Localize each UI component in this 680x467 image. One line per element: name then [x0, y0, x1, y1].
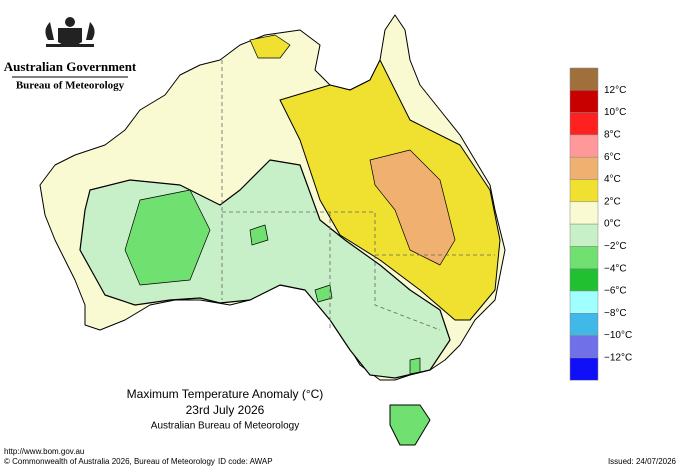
anomaly-cold-small: [249, 224, 421, 375]
legend-band: [569, 90, 599, 113]
map-source: Australian Bureau of Meteorology: [151, 421, 299, 432]
legend-band: [569, 134, 599, 158]
legend-band: [569, 246, 599, 269]
legend-label: −8°C: [604, 308, 627, 319]
map-date: 23rd July 2026: [186, 403, 265, 417]
legend-band: [569, 313, 599, 336]
legend-label: −2°C: [604, 241, 627, 252]
org-name: Australian Government: [4, 59, 137, 74]
legend-label: 10°C: [604, 107, 626, 118]
footer-id-code: ID code: AWAP: [218, 457, 273, 466]
legend-band: [569, 201, 599, 225]
legend-band: [569, 223, 599, 247]
legend-label: −4°C: [604, 263, 627, 274]
legend-band: [569, 268, 599, 292]
map: [39, 14, 506, 446]
legend-label: 6°C: [604, 152, 621, 163]
legend-label: 4°C: [604, 174, 621, 185]
crest: [45, 17, 95, 47]
legend-label: 0°C: [604, 219, 621, 230]
footer-url: http://www.bom.gov.au: [4, 447, 84, 456]
map-title: Maximum Temperature Anomaly (°C): [127, 387, 324, 401]
bureau-name: Bureau of Meteorology: [16, 80, 125, 92]
footer-copyright: © Commonwealth of Australia 2026, Bureau…: [4, 457, 215, 466]
legend-label: 12°C: [604, 85, 626, 96]
anomaly-hot: [369, 149, 456, 266]
legend-band: [569, 67, 599, 91]
tasmania: [389, 404, 431, 446]
legend-band: [569, 156, 599, 180]
legend-band: [569, 179, 599, 203]
legend-label: 8°C: [604, 130, 621, 141]
legend-band: [569, 290, 599, 314]
legend-label: 2°C: [604, 196, 621, 207]
legend-band: [569, 357, 599, 381]
legend-label: −10°C: [604, 330, 632, 341]
legend-label: −12°C: [604, 353, 632, 364]
anomaly-cold: [124, 189, 211, 286]
legend-label: −6°C: [604, 286, 627, 297]
legend: 12°C 10°C 8°C 6°C 4°C 2°C 0°C −2°C −4°C −6°C −8°C −…: [569, 67, 632, 381]
legend-band: [569, 335, 599, 359]
state-borders: [221, 60, 495, 331]
anomaly-yellow-north: [249, 34, 291, 59]
footer-issued: Issued: 24/07/2026: [608, 457, 677, 466]
legend-band: [569, 112, 599, 136]
